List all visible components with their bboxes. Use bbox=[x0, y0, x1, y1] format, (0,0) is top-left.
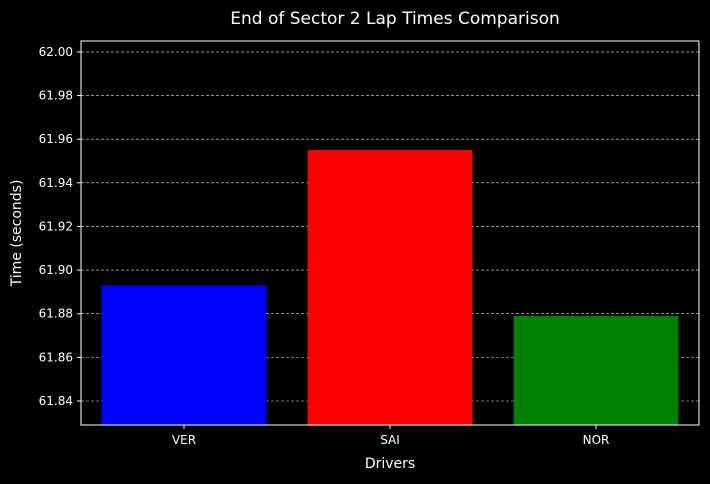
x-tick-label-sai: SAI bbox=[380, 433, 400, 447]
y-tick-label: 61.94 bbox=[39, 176, 73, 190]
y-tick-label: 62.00 bbox=[39, 45, 73, 59]
y-tick-label: 61.96 bbox=[39, 132, 73, 146]
y-tick-label: 61.90 bbox=[39, 263, 73, 277]
y-tick-label: 61.98 bbox=[39, 89, 73, 103]
x-axis-ticks: VER SAI NOR bbox=[172, 425, 609, 447]
x-tick-label-nor: NOR bbox=[583, 433, 610, 447]
y-axis-ticks: 61.84 61.86 61.88 61.90 61.92 61.94 61.96 61.98… bbox=[39, 45, 81, 408]
bar-sai bbox=[307, 150, 473, 425]
y-tick-label: 61.84 bbox=[39, 394, 73, 408]
chart-title: End of Sector 2 Lap Times Comparison bbox=[230, 9, 560, 29]
y-axis-label: Time (seconds) bbox=[9, 180, 25, 288]
x-axis-label: Drivers bbox=[365, 456, 415, 472]
bar-nor bbox=[513, 315, 679, 425]
y-tick-label: 61.88 bbox=[39, 307, 73, 321]
bar-ver bbox=[101, 285, 267, 425]
bar-layer bbox=[101, 150, 679, 425]
y-tick-label: 61.86 bbox=[39, 350, 73, 364]
y-tick-label: 61.92 bbox=[39, 219, 73, 233]
x-tick-label-ver: VER bbox=[172, 433, 196, 447]
